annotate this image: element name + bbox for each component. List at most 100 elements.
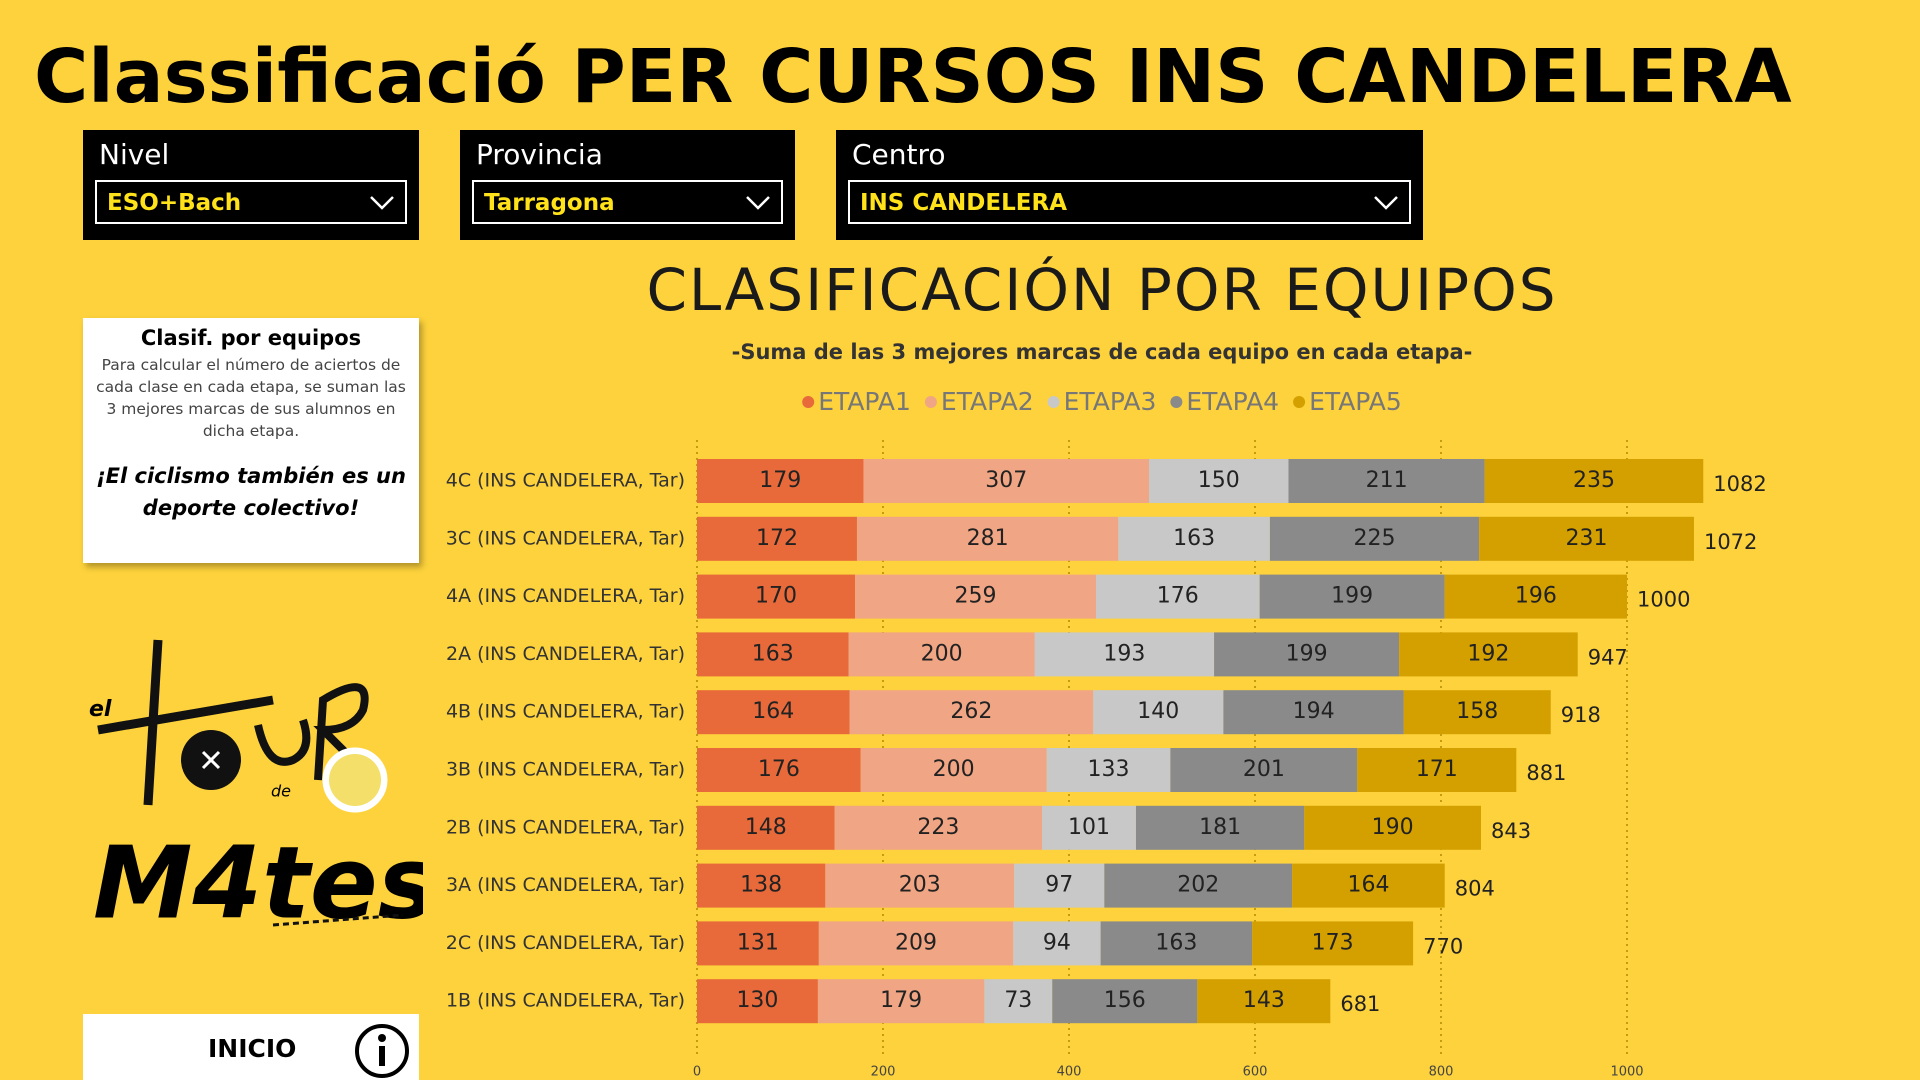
data-label: 97 [1045,873,1073,898]
bar-segment [1170,748,1358,792]
data-label: 164 [752,699,794,724]
x-tick-label: 800 [1429,1065,1454,1080]
bar-segment [834,805,1043,850]
bar-segment [1118,516,1270,561]
bar-segment [1034,632,1215,677]
bar-segment [1052,979,1198,1024]
data-label: 190 [1372,815,1414,840]
dropdown-value: Tarragona [484,190,615,216]
data-label: 158 [1456,699,1498,724]
dropdown[interactable]: INS CANDELERA [848,180,1411,224]
bar-segment [1148,459,1289,503]
data-label: 143 [1243,988,1285,1013]
data-label: 101 [1068,815,1110,840]
data-label: 259 [955,584,997,609]
chevron [1374,196,1398,210]
dropdown-value: INS CANDELERA [860,190,1067,216]
bar-segment [856,516,1119,561]
y-tick-label: 3C (INS CANDELERA, Tar) [446,527,685,549]
total-label: 804 [1455,877,1495,901]
bar-segment [1042,805,1136,850]
data-label: 171 [1416,757,1458,782]
data-label: 235 [1573,468,1615,493]
data-label: 148 [745,815,787,840]
filter-label: Provincia [476,138,603,171]
data-label: 209 [895,930,937,955]
home-button[interactable]: INICIO [83,1014,419,1080]
filter-centro[interactable]: Centro INS CANDELERA [836,130,1423,240]
data-label: 179 [880,988,922,1013]
data-label: 181 [1199,815,1241,840]
bar-segment [697,748,861,792]
data-label: 199 [1286,641,1328,666]
bar-segment [1444,574,1627,619]
bar-segment [697,805,835,850]
x-tick-label: 0 [693,1065,701,1080]
filter-label: Centro [852,138,946,171]
data-label: 176 [758,757,800,782]
data-label: 131 [737,930,779,955]
data-label: 192 [1467,641,1509,666]
chart: CLASIFICACIÓN POR EQUIPOS -Suma de las 3… [446,255,1767,1080]
bar-segment [984,979,1053,1024]
x-tick-label: 200 [871,1065,896,1080]
data-label: 262 [950,699,992,724]
bar-segment [848,632,1035,677]
data-label: 203 [899,873,941,898]
data-label: 163 [1173,526,1215,551]
data-label: 225 [1354,526,1396,551]
chevron [370,196,394,210]
data-label: 231 [1566,526,1608,551]
chart-subtitle: -Suma de las 3 mejores marcas de cada eq… [732,340,1473,364]
bar-segment [1093,690,1224,735]
legend-label: ETAPA4 [1186,387,1279,416]
data-label: 196 [1515,584,1557,609]
bar-segment [697,516,857,561]
bar-segment [697,979,818,1024]
card-motto: ¡El ciclismo también es un deporte colec… [96,464,406,520]
data-label: 94 [1043,930,1071,955]
bar-segment [860,748,1047,792]
bar-segment [1288,459,1485,503]
bar-segment [1197,979,1331,1024]
data-label: 156 [1104,988,1146,1013]
y-tick-label: 3B (INS CANDELERA, Tar) [446,759,685,781]
legend-marker [924,396,937,408]
y-tick-label: 4C (INS CANDELERA, Tar) [446,470,685,492]
y-tick-label: 2A (INS CANDELERA, Tar) [446,643,685,665]
bar-segment [697,459,864,503]
bar-segment [855,574,1096,619]
bar-segment [1135,805,1305,850]
data-label: 194 [1293,699,1335,724]
total-label: 681 [1340,992,1380,1016]
bar-segment [1046,748,1171,792]
data-label: 176 [1157,584,1199,609]
legend-marker [1170,396,1183,408]
data-label: 199 [1331,584,1373,609]
data-label: 281 [967,526,1009,551]
data-label: 170 [755,584,797,609]
bar-segment [1100,921,1253,966]
data-label: 130 [736,988,778,1013]
bar-segment [1304,805,1481,850]
data-label: 193 [1103,641,1145,666]
dropdown[interactable]: ESO+Bach [95,180,407,224]
bar-segment [697,863,826,908]
info-icon[interactable] [353,1022,411,1080]
bar-segment [1399,632,1578,677]
data-label: 179 [759,468,801,493]
bar-segment [1484,459,1704,503]
data-label: 133 [1088,757,1130,782]
x-tick-label: 600 [1243,1065,1268,1080]
dropdown-value: ESO+Bach [107,190,242,216]
filter-provincia[interactable]: Provincia Tarragona [460,130,795,240]
bar-segment [849,690,1094,735]
data-label: 172 [756,526,798,551]
y-tick-label: 4A (INS CANDELERA, Tar) [446,585,685,607]
filter-nivel[interactable]: Nivel ESO+Bach [83,130,419,240]
total-label: 1000 [1637,588,1690,612]
dropdown[interactable]: Tarragona [472,180,783,224]
logo-text: de [271,782,291,801]
x-tick-label: 1000 [1610,1065,1643,1080]
data-label: 138 [740,873,782,898]
